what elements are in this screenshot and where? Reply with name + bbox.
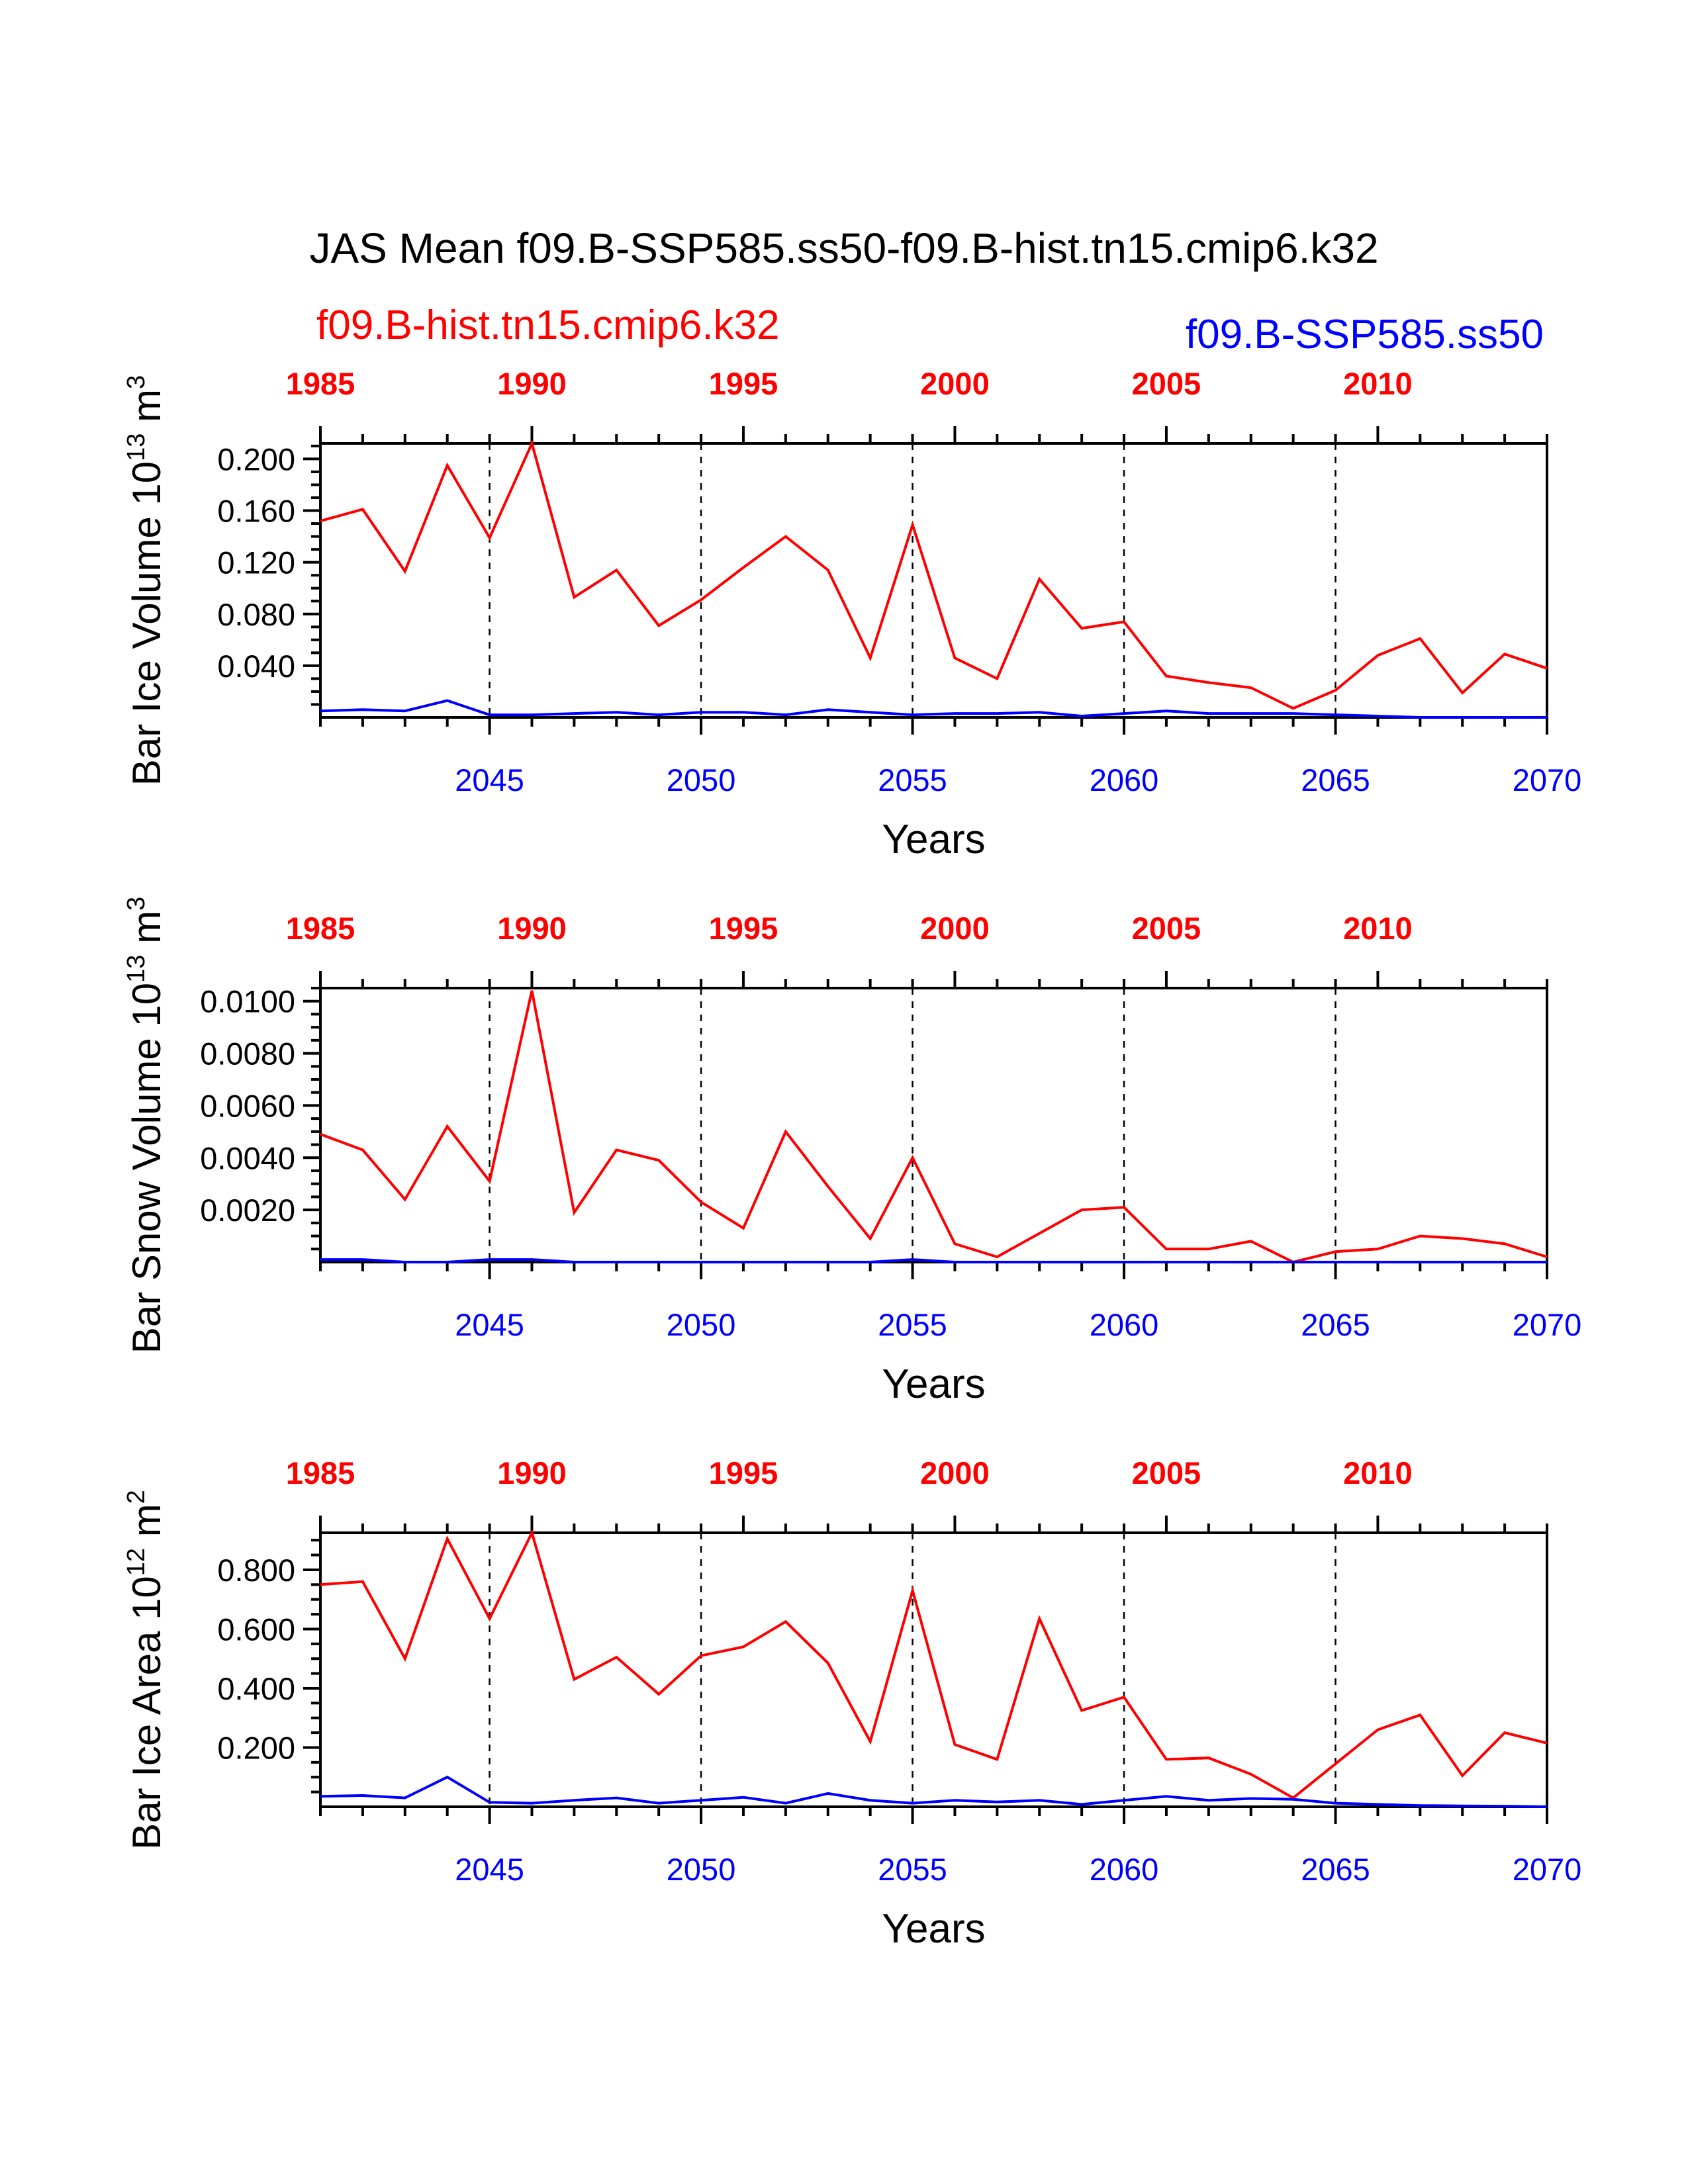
y-tick-label: 0.120 xyxy=(217,545,295,580)
y-axis-title: Bar Snow Volume 1013 m3 xyxy=(122,897,169,1353)
x-bottom-tick-label: 2070 xyxy=(1513,762,1582,797)
x-top-tick-label: 2010 xyxy=(1343,1455,1413,1490)
x-bottom-tick-label: 2070 xyxy=(1513,1852,1582,1887)
series-line-ssp xyxy=(320,699,1547,719)
x-bottom-tick-label: 2065 xyxy=(1301,1307,1370,1342)
x-top-tick-label: 1985 xyxy=(286,911,355,946)
y-tick-label: 0.080 xyxy=(217,597,295,632)
x-bottom-tick-label: 2055 xyxy=(878,762,947,797)
x-bottom-tick-label: 2060 xyxy=(1090,762,1159,797)
x-bottom-tick-label: 2045 xyxy=(455,1852,524,1887)
plot-frame xyxy=(319,987,1548,1263)
x-top-tick-label: 1985 xyxy=(286,1455,355,1490)
y-tick-label: 0.0060 xyxy=(200,1088,295,1123)
x-bottom-tick-label: 2065 xyxy=(1301,762,1370,797)
y-tick-label: 0.0100 xyxy=(200,984,295,1019)
y-tick-label: 0.400 xyxy=(217,1671,295,1706)
x-bottom-tick-label: 2060 xyxy=(1090,1852,1159,1887)
x-bottom-tick-label: 2050 xyxy=(667,762,736,797)
x-top-tick-label: 2000 xyxy=(920,911,990,946)
y-tick-label: 0.0020 xyxy=(200,1193,295,1228)
plot-frame xyxy=(319,442,1548,719)
x-top-tick-label: 2005 xyxy=(1132,366,1201,401)
y-tick-label: 0.800 xyxy=(217,1553,295,1588)
y-axis-title: Bar Ice Volume 1013 m3 xyxy=(122,375,169,786)
y-tick-label: 0.160 xyxy=(217,494,295,529)
panel-2: 0.0020 0.0040 0.0060 0.0080 0.0100 2045 2050 20… xyxy=(122,897,1581,1407)
plot-frame xyxy=(319,1531,1548,1808)
x-top-tick-label: 1995 xyxy=(709,366,778,401)
panel-1: 0.040 0.080 0.120 0.160 0.200 2045 2050 2055 206… xyxy=(122,366,1581,862)
y-tick-label: 0.0040 xyxy=(200,1140,295,1175)
x-top-tick-label: 2000 xyxy=(920,1455,990,1490)
x-axis-title: Years xyxy=(882,817,985,862)
y-tick-label: 0.200 xyxy=(217,441,295,477)
panel-3: 0.200 0.400 0.600 0.800 2045 2050 2055 2060 2065… xyxy=(122,1455,1581,1952)
legend-hist: f09.B-hist.tn15.cmip6.k32 xyxy=(316,302,780,348)
x-bottom-tick-label: 2065 xyxy=(1301,1852,1370,1887)
series-line-ssp xyxy=(320,1775,1548,1808)
x-top-tick-label: 1990 xyxy=(497,1455,567,1490)
y-tick-label: 0.040 xyxy=(217,649,295,684)
series-line-hist xyxy=(320,990,1548,1264)
x-bottom-tick-label: 2055 xyxy=(878,1307,947,1342)
y-tick-label: 0.0080 xyxy=(200,1036,295,1071)
x-top-tick-label: 1990 xyxy=(497,366,567,401)
x-top-tick-label: 1990 xyxy=(497,911,567,946)
x-bottom-tick-label: 2060 xyxy=(1090,1307,1159,1342)
x-top-tick-label: 1995 xyxy=(709,911,778,946)
x-top-tick-label: 2005 xyxy=(1132,911,1201,946)
series-line-hist xyxy=(320,439,1548,710)
x-bottom-tick-label: 2055 xyxy=(878,1852,947,1887)
y-axis-title: Bar Ice Area 1012 m2 xyxy=(122,1490,169,1850)
y-tick-label: 0.600 xyxy=(217,1612,295,1647)
series-line-hist xyxy=(320,1529,1548,1800)
x-top-tick-label: 2000 xyxy=(920,366,990,401)
x-top-tick-label: 2005 xyxy=(1132,1455,1201,1490)
x-bottom-tick-label: 2045 xyxy=(455,1307,524,1342)
x-axis-title: Years xyxy=(882,1906,985,1952)
series-line-ssp xyxy=(320,1258,1547,1263)
x-bottom-tick-label: 2050 xyxy=(667,1307,736,1342)
x-bottom-tick-label: 2045 xyxy=(455,762,524,797)
x-top-tick-label: 2010 xyxy=(1343,366,1413,401)
legend-ssp: f09.B-SSP585.ss50 xyxy=(1185,312,1544,357)
x-top-tick-label: 2010 xyxy=(1343,911,1413,946)
x-bottom-tick-label: 2070 xyxy=(1513,1307,1582,1342)
x-top-tick-label: 1985 xyxy=(286,366,355,401)
x-axis-title: Years xyxy=(882,1361,985,1407)
x-bottom-tick-label: 2050 xyxy=(667,1852,736,1887)
chart-title: JAS Mean f09.B-SSP585.ss50-f09.B-hist.tn… xyxy=(309,224,1379,272)
x-top-tick-label: 1995 xyxy=(709,1455,778,1490)
y-tick-label: 0.200 xyxy=(217,1730,295,1765)
